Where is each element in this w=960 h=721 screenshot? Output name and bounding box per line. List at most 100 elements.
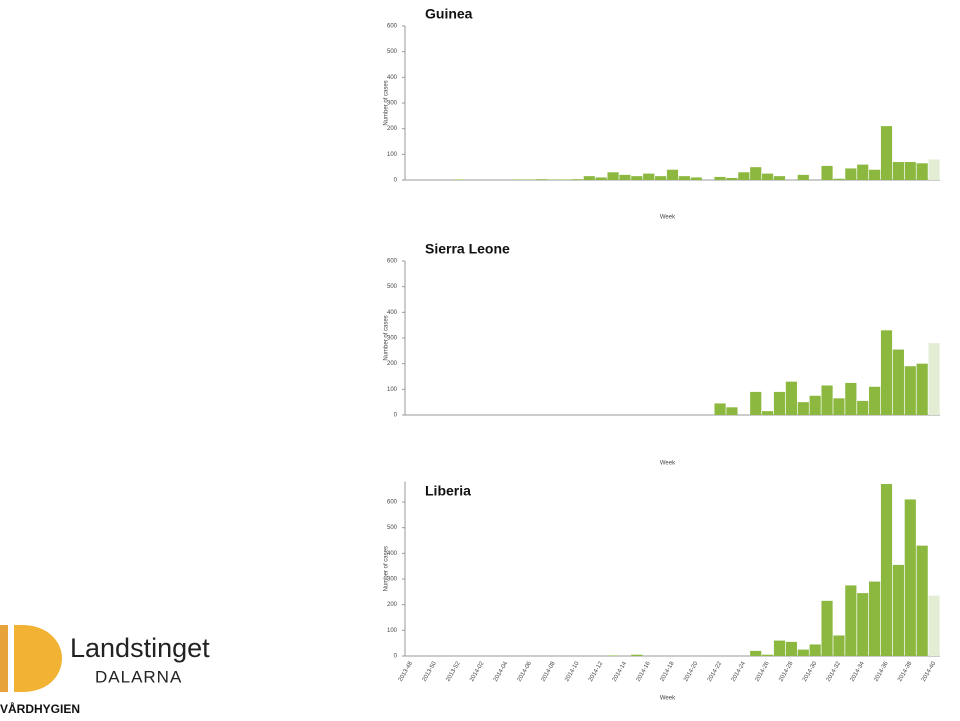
y-tick-label: 0 xyxy=(394,654,398,660)
bar xyxy=(928,343,940,415)
bar xyxy=(714,176,726,180)
bar xyxy=(726,407,738,415)
bar xyxy=(857,400,869,415)
bar xyxy=(809,395,821,415)
x-tick-label: 2014-34 xyxy=(850,660,867,683)
y-axis-label: Number of cases xyxy=(384,546,390,591)
bar xyxy=(821,165,833,180)
bar xyxy=(869,386,881,415)
x-tick-label: 2014-08 xyxy=(540,660,557,683)
y-tick-label: 100 xyxy=(387,152,398,158)
bar xyxy=(548,179,560,180)
x-tick-label: 2014-04 xyxy=(493,660,510,683)
bar xyxy=(750,650,762,656)
bar xyxy=(738,172,750,180)
bar xyxy=(607,172,619,180)
y-tick-label: 100 xyxy=(387,387,398,393)
y-tick-label: 400 xyxy=(387,310,398,316)
bar xyxy=(904,162,916,180)
y-tick-label: 300 xyxy=(387,336,398,342)
bar xyxy=(619,174,631,180)
x-tick-label: 2014-36 xyxy=(873,660,890,683)
y-tick-label: 500 xyxy=(387,49,398,55)
bar xyxy=(892,564,904,656)
bar xyxy=(797,174,809,180)
y-tick-label: 200 xyxy=(387,361,398,367)
x-tick-label: 2014-14 xyxy=(612,660,629,683)
logo-name: Landstinget xyxy=(70,633,210,663)
bar xyxy=(869,169,881,180)
y-tick-label: 100 xyxy=(387,628,398,634)
bar xyxy=(857,593,869,656)
logo-bar xyxy=(0,625,8,692)
bar xyxy=(666,169,679,180)
x-tick-label: 2014-26 xyxy=(754,660,771,683)
x-tick-label: 2014-38 xyxy=(897,660,914,683)
x-tick-label: 2014-10 xyxy=(564,660,581,683)
logo-region: DALARNA xyxy=(95,667,182,686)
x-tick-label: 2014-30 xyxy=(802,660,819,683)
x-tick-label: 2014-18 xyxy=(659,660,676,683)
bar xyxy=(452,179,465,180)
chart-title: Guinea xyxy=(425,6,473,22)
x-tick-label: 2014-12 xyxy=(588,660,605,683)
y-tick-label: 400 xyxy=(387,75,398,81)
bar xyxy=(762,654,774,656)
y-tick-label: 500 xyxy=(387,284,398,290)
y-tick-label: 400 xyxy=(387,551,398,557)
bar xyxy=(916,545,928,656)
bar xyxy=(904,499,916,656)
y-tick-label: 600 xyxy=(387,24,398,30)
bar xyxy=(928,159,940,180)
bar xyxy=(512,179,524,180)
bar xyxy=(845,168,857,180)
bar xyxy=(559,179,572,180)
x-tick-label: 2013-48 xyxy=(398,660,415,683)
bar xyxy=(904,366,916,415)
y-tick-label: 500 xyxy=(387,525,398,531)
bar xyxy=(892,349,904,415)
bar xyxy=(797,649,809,656)
y-tick-label: 600 xyxy=(387,500,398,506)
bar xyxy=(809,644,821,656)
y-axis-label: Number of cases xyxy=(384,80,390,125)
y-axis-label: Number of cases xyxy=(384,315,390,360)
bar xyxy=(678,176,690,180)
bar xyxy=(892,162,904,180)
bar xyxy=(655,176,667,180)
bar xyxy=(583,176,595,180)
x-tick-label: 2014-06 xyxy=(517,660,534,683)
chart-title: Liberia xyxy=(425,483,471,499)
y-tick-label: 0 xyxy=(394,413,398,419)
bar xyxy=(845,382,857,415)
bar xyxy=(750,391,762,415)
bar xyxy=(571,179,583,180)
bar xyxy=(845,585,857,656)
x-tick-label: 2013-52 xyxy=(445,660,462,683)
bar xyxy=(833,398,845,415)
bar xyxy=(750,167,762,180)
logo-shape xyxy=(14,625,62,692)
bar xyxy=(797,402,809,415)
bar xyxy=(785,641,797,656)
y-tick-label: 300 xyxy=(387,577,398,583)
x-tick-label: 2014-02 xyxy=(469,660,486,683)
x-tick-label: 2014-28 xyxy=(778,660,795,683)
bar xyxy=(821,385,833,415)
y-tick-label: 0 xyxy=(394,178,398,184)
bar xyxy=(714,403,726,415)
bar xyxy=(928,595,940,656)
logo-unit: VÅRDHYGIEN xyxy=(0,701,80,716)
x-axis-label: Week xyxy=(660,696,676,702)
x-tick-label: 2014-40 xyxy=(921,660,938,683)
x-axis-label: Week xyxy=(660,461,676,467)
bar xyxy=(607,655,619,656)
x-tick-label: 2014-22 xyxy=(707,660,724,683)
bar xyxy=(631,176,643,180)
bar xyxy=(880,330,893,415)
bar xyxy=(880,126,893,180)
bar xyxy=(690,177,702,180)
chart-title: Sierra Leone xyxy=(425,241,510,257)
bar xyxy=(536,179,548,180)
x-tick-label: 2014-32 xyxy=(826,660,843,683)
